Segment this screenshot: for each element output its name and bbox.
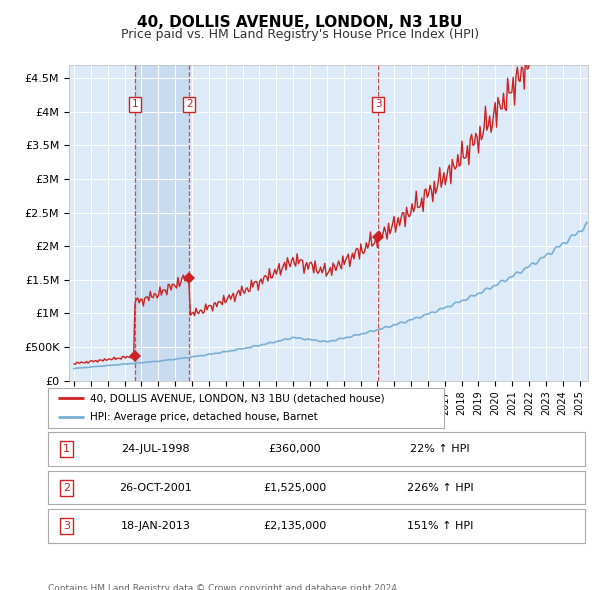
Text: 3: 3 (375, 99, 382, 109)
Text: 26-OCT-2001: 26-OCT-2001 (119, 483, 192, 493)
Text: £360,000: £360,000 (269, 444, 322, 454)
Text: 22% ↑ HPI: 22% ↑ HPI (410, 444, 470, 454)
Text: 24-JUL-1998: 24-JUL-1998 (121, 444, 190, 454)
Text: Price paid vs. HM Land Registry's House Price Index (HPI): Price paid vs. HM Land Registry's House … (121, 28, 479, 41)
Text: 2: 2 (63, 483, 70, 493)
Text: 18-JAN-2013: 18-JAN-2013 (121, 521, 190, 531)
Text: 1: 1 (131, 99, 138, 109)
Text: 1: 1 (63, 444, 70, 454)
Text: 2: 2 (186, 99, 193, 109)
Text: 226% ↑ HPI: 226% ↑ HPI (407, 483, 473, 493)
Text: 151% ↑ HPI: 151% ↑ HPI (407, 521, 473, 531)
Text: 40, DOLLIS AVENUE, LONDON, N3 1BU: 40, DOLLIS AVENUE, LONDON, N3 1BU (137, 15, 463, 30)
Text: HPI: Average price, detached house, Barnet: HPI: Average price, detached house, Barn… (89, 412, 317, 422)
Text: 40, DOLLIS AVENUE, LONDON, N3 1BU (detached house): 40, DOLLIS AVENUE, LONDON, N3 1BU (detac… (89, 394, 384, 404)
Text: Contains HM Land Registry data © Crown copyright and database right 2024.
This d: Contains HM Land Registry data © Crown c… (48, 584, 400, 590)
Text: £2,135,000: £2,135,000 (263, 521, 326, 531)
Text: 3: 3 (63, 521, 70, 531)
Bar (135, 65, 189, 381)
Text: £1,525,000: £1,525,000 (263, 483, 326, 493)
